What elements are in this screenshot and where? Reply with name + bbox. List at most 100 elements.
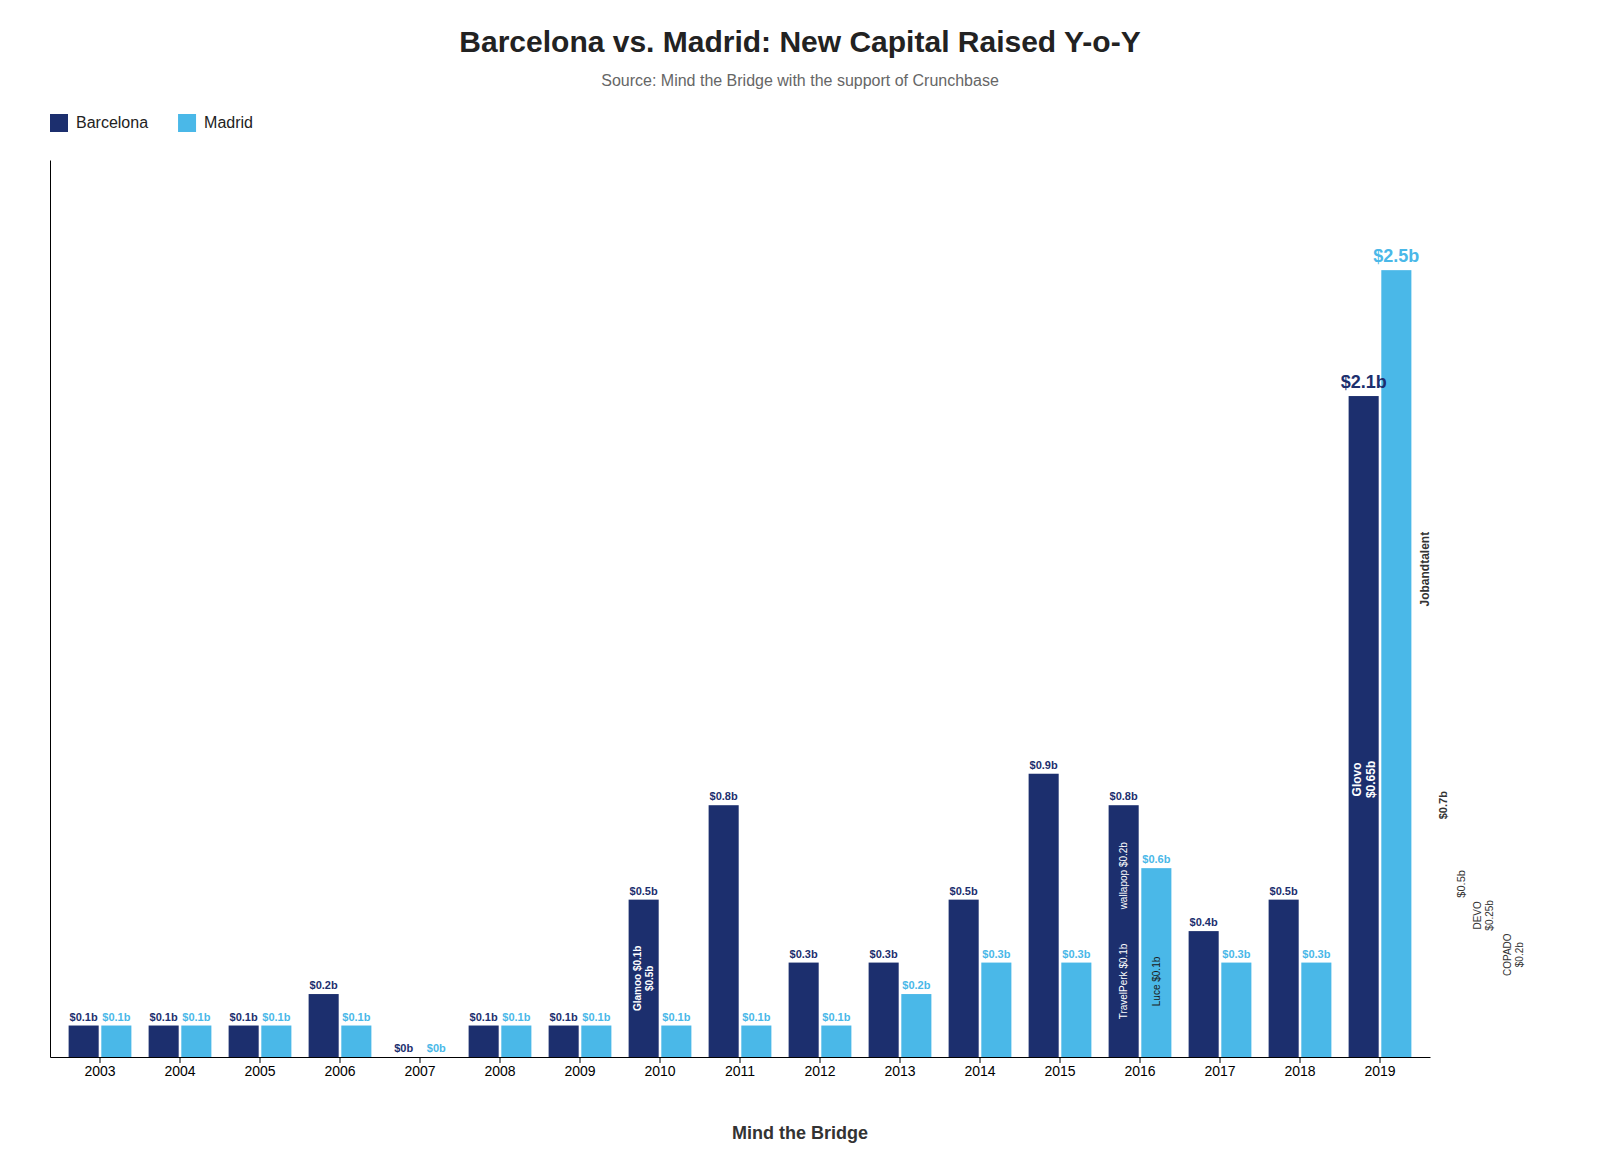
annotation: DEVO$0.25b xyxy=(1472,900,1495,931)
legend: Barcelona Madrid xyxy=(50,114,253,132)
data-label: $0b xyxy=(394,1042,413,1054)
bar xyxy=(149,1026,179,1057)
x-tick-label: 2017 xyxy=(1204,1063,1235,1079)
data-label: $0.3b xyxy=(982,948,1010,960)
data-label: $0.1b xyxy=(470,1011,498,1023)
data-label: $0.1b xyxy=(182,1011,210,1023)
bar xyxy=(101,1026,131,1057)
x-tick-label: 2007 xyxy=(404,1063,435,1079)
bar xyxy=(1029,774,1059,1057)
bar xyxy=(69,1026,99,1057)
bar xyxy=(869,963,899,1057)
x-tick-label: 2008 xyxy=(484,1063,515,1079)
bar xyxy=(1301,963,1331,1057)
x-tick: 2018 xyxy=(1284,1057,1315,1079)
bar-series xyxy=(69,396,1379,1057)
annotation: Glovo$0.65b xyxy=(1350,761,1378,798)
data-label: $0.3b xyxy=(1222,948,1250,960)
x-tick: 2016 xyxy=(1124,1057,1155,1079)
annotation-line: $0.25b xyxy=(1484,900,1495,931)
x-tick-label: 2006 xyxy=(324,1063,355,1079)
bar xyxy=(1269,900,1299,1057)
annotations: Glamoo $0.1b$0.5bGlovo$0.65bwallapop $0.… xyxy=(632,532,1524,1143)
annotation: wallapop $0.2b xyxy=(1118,842,1129,911)
data-label: $0.5b xyxy=(630,885,658,897)
legend-item: Barcelona xyxy=(50,114,148,132)
data-label: $0.1b xyxy=(742,1011,770,1023)
annotation: Jobandtalent xyxy=(1418,532,1432,607)
annotation-line: Glamoo $0.1b xyxy=(632,946,643,1012)
x-tick-label: 2004 xyxy=(164,1063,195,1079)
x-tick: 2014 xyxy=(964,1057,995,1079)
x-tick: 2011 xyxy=(725,1057,755,1079)
data-label: $0.3b xyxy=(1062,948,1090,960)
bar xyxy=(661,1026,691,1057)
bar xyxy=(469,1026,499,1057)
x-tick: 2019 xyxy=(1364,1057,1395,1079)
annotation-line: Jobandtalent xyxy=(1418,532,1432,607)
data-label: $0.1b xyxy=(550,1011,578,1023)
bar xyxy=(1189,931,1219,1057)
data-label: $0.1b xyxy=(502,1011,530,1023)
bar xyxy=(261,1026,291,1057)
bar xyxy=(1349,396,1379,1057)
annotation-line: $0.7b xyxy=(1437,791,1449,819)
data-label: $0b xyxy=(427,1042,446,1054)
x-tick-label: 2014 xyxy=(964,1063,995,1079)
x-tick: 2005 xyxy=(244,1057,275,1079)
x-tick-label: 2012 xyxy=(804,1063,835,1079)
data-labels: $0.1b$0.1b$0.1b$0.2b$0b$0.1b$0.1b$0.5b$0… xyxy=(70,246,1420,1054)
annotation-line: Luce $0.1b xyxy=(1151,956,1162,1006)
bars xyxy=(69,270,1412,1057)
data-label: $0.1b xyxy=(102,1011,130,1023)
bar xyxy=(629,900,659,1057)
x-tick-label: 2016 xyxy=(1124,1063,1155,1079)
bar xyxy=(549,1026,579,1057)
data-label: $0.1b xyxy=(262,1011,290,1023)
x-tick: 2013 xyxy=(884,1057,915,1079)
bar xyxy=(1109,805,1139,1057)
x-tick-label: 2005 xyxy=(244,1063,275,1079)
bar-series xyxy=(101,270,1411,1057)
x-tick-label: 2013 xyxy=(884,1063,915,1079)
x-tick: 2012 xyxy=(804,1057,835,1079)
plot-area: 2003200420052006200720082009201020112012… xyxy=(51,161,1431,1079)
chart-container: Barcelona vs. Madrid: New Capital Raised… xyxy=(0,0,1600,1167)
annotation-line: $0.5b xyxy=(644,966,655,992)
data-label: $0.1b xyxy=(582,1011,610,1023)
footer-line: Mind the Bridge xyxy=(732,1123,868,1143)
data-label: $0.8b xyxy=(710,790,738,802)
subtitle: Source: Mind the Bridge with the support… xyxy=(601,72,999,89)
bar xyxy=(581,1026,611,1057)
x-tick-label: 2011 xyxy=(725,1063,755,1079)
data-label: $0.1b xyxy=(230,1011,258,1023)
x-tick: 2004 xyxy=(164,1057,195,1079)
annotation: Luce $0.1b xyxy=(1151,956,1162,1006)
data-label: $0.8b xyxy=(1110,790,1138,802)
annotation-line: DEVO xyxy=(1472,901,1483,930)
bar xyxy=(501,1026,531,1057)
data-label: $0.1b xyxy=(70,1011,98,1023)
bar xyxy=(901,994,931,1057)
annotation-line: wallapop $0.2b xyxy=(1118,842,1129,911)
annotation: TravelPerk $0.1b xyxy=(1118,943,1129,1019)
data-label: $0.1b xyxy=(662,1011,690,1023)
x-tick: 2015 xyxy=(1044,1057,1075,1079)
x-axis: 2003200420052006200720082009201020112012… xyxy=(51,1057,1431,1079)
annotation: Glamoo $0.1b$0.5b xyxy=(632,946,655,1012)
legend-swatch xyxy=(50,114,68,132)
data-label: $0.1b xyxy=(150,1011,178,1023)
x-tick: 2008 xyxy=(484,1057,515,1079)
x-tick-label: 2010 xyxy=(644,1063,675,1079)
bar xyxy=(1221,963,1251,1057)
x-tick: 2003 xyxy=(84,1057,115,1079)
data-label: $0.3b xyxy=(870,948,898,960)
bar xyxy=(1141,868,1171,1057)
legend-swatch xyxy=(178,114,196,132)
x-tick-label: 2003 xyxy=(84,1063,115,1079)
annotation: $0.7b xyxy=(1437,791,1449,819)
annotation-line: $0.65b xyxy=(1364,761,1378,798)
legend-item: Madrid xyxy=(178,114,253,132)
bar xyxy=(229,1026,259,1057)
data-label: $0.5b xyxy=(1270,885,1298,897)
